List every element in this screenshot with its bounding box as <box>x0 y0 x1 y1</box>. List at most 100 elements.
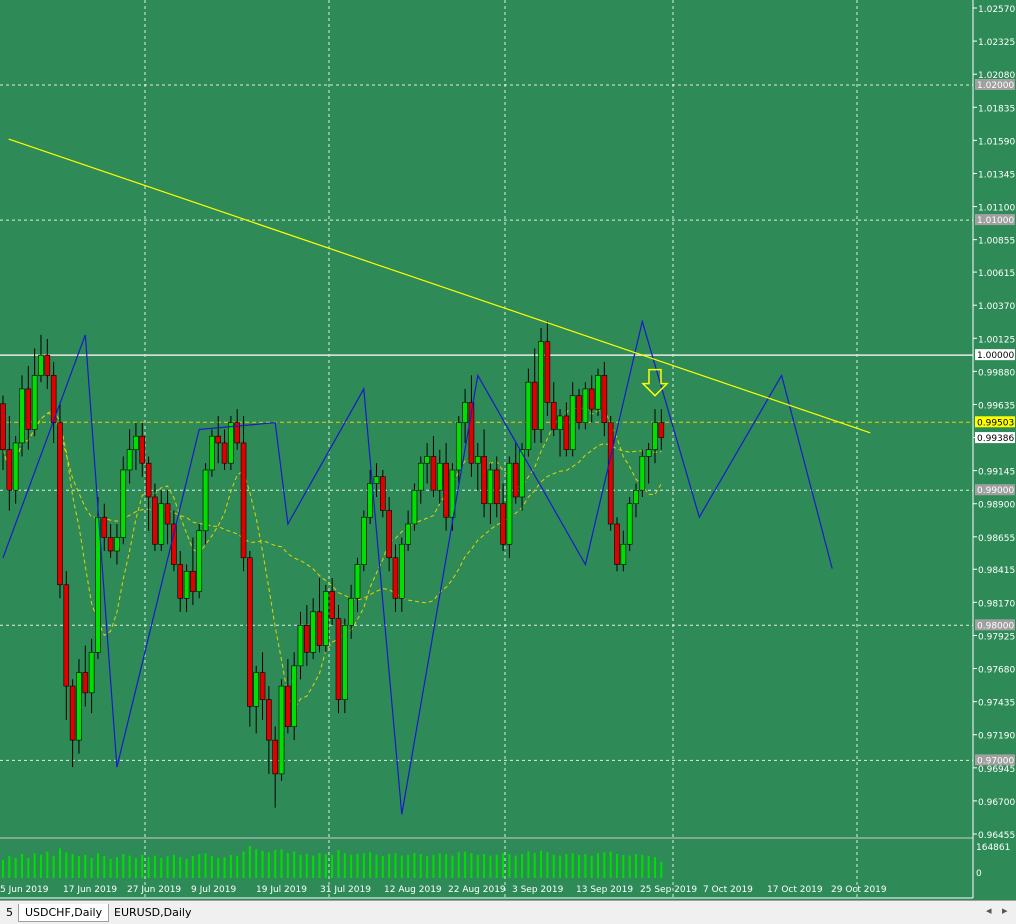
candle-body <box>272 739 278 775</box>
candle-body <box>342 625 348 700</box>
candle-body <box>449 469 456 518</box>
candle-body <box>234 422 241 444</box>
sell-signal-arrow <box>641 368 669 397</box>
candle-body <box>626 503 633 545</box>
candle-body <box>329 591 335 619</box>
candle-body <box>12 442 19 491</box>
candle-body <box>443 462 449 518</box>
date-label: 5 Jun 2019 <box>0 885 49 895</box>
candle-body <box>0 403 6 451</box>
candle-body <box>57 422 63 586</box>
candle-body <box>658 422 665 438</box>
candle-body <box>114 537 120 552</box>
price-label-box <box>975 349 1015 361</box>
candle-body <box>196 530 203 592</box>
candle-body <box>259 672 266 700</box>
date-label: 13 Sep 2019 <box>576 885 633 895</box>
candle-body <box>221 442 228 464</box>
price-axis: 1.02570 1.02325 1.02080 1.01835 1.01590 1.013… <box>0 0 1015 899</box>
candle-body <box>607 422 614 525</box>
candle-body <box>278 685 285 775</box>
tab-usdchf-daily[interactable]: USDCHF,Daily <box>18 904 110 922</box>
price-label: 0.97000 <box>977 756 1014 766</box>
chart-background <box>0 0 1016 900</box>
candle-body <box>25 388 32 430</box>
price-tick-label: 0.97680 <box>978 666 1015 676</box>
candle-body <box>468 402 475 464</box>
price-chart[interactable]: 1.02570 1.02325 1.02080 1.01835 1.01590 1.013… <box>0 0 1016 900</box>
price-tick-label: 0.97435 <box>978 699 1015 709</box>
candle-body <box>487 469 494 505</box>
candle-body <box>348 597 354 626</box>
candle-body <box>209 435 215 471</box>
candle-body <box>436 462 443 491</box>
candle-body <box>310 611 316 653</box>
candle-body <box>455 422 462 471</box>
candle-body <box>95 516 101 653</box>
candle-body <box>291 665 297 727</box>
candle-body <box>367 483 373 518</box>
down-arrow-icon <box>641 368 669 397</box>
price-tick-label: 0.96455 <box>978 831 1015 841</box>
candle-body <box>297 625 304 667</box>
candle-body <box>31 375 38 430</box>
price-tick-label: 0.98900 <box>978 501 1015 511</box>
candle-body <box>158 503 165 545</box>
candle-body <box>126 449 133 471</box>
price-tick-label: 1.02080 <box>978 71 1015 81</box>
candle-body <box>595 375 601 410</box>
price-tick-label: 1.00125 <box>978 335 1015 345</box>
date-label: 22 Aug 2019 <box>448 885 506 895</box>
price-tick-label: 0.96700 <box>978 798 1015 808</box>
candle-body <box>101 516 108 538</box>
price-tick-label: 0.99880 <box>978 368 1015 378</box>
scroll-right-icon[interactable]: ▸ <box>1002 904 1008 917</box>
date-label: 7 Oct 2019 <box>703 885 753 895</box>
price-tick-label: 1.01345 <box>978 170 1015 180</box>
price-label: 0.99000 <box>977 486 1014 496</box>
moving-averages <box>2 405 662 710</box>
candle-body <box>266 699 272 741</box>
price-label: 0.99503 <box>977 418 1014 428</box>
candle-body <box>563 415 570 451</box>
candle-body <box>316 611 323 646</box>
price-label: 0.98000 <box>977 621 1014 631</box>
candle-body <box>424 456 430 464</box>
candle-body <box>506 462 513 545</box>
scroll-left-icon[interactable]: ◂ <box>986 904 992 917</box>
candle-body <box>417 462 424 491</box>
candle-body <box>379 476 386 511</box>
candle-body <box>44 354 51 376</box>
candle-body <box>354 564 361 599</box>
candle-body <box>386 510 392 559</box>
price-tick-label: 0.99635 <box>978 401 1015 411</box>
price-levels <box>0 354 973 423</box>
candle-body <box>63 584 70 687</box>
price-label: 1.00000 <box>977 351 1014 361</box>
date-label: 9 Jul 2019 <box>191 885 236 895</box>
volume-min-label: 0 <box>976 869 982 879</box>
candle-body <box>493 469 500 505</box>
date-label: 29 Oct 2019 <box>831 885 887 895</box>
candle-body <box>361 516 367 565</box>
candle-body <box>550 402 557 430</box>
candles <box>0 321 665 808</box>
candle-body <box>601 375 608 423</box>
price-tick-label: 1.01590 <box>978 137 1015 147</box>
candle-body <box>152 496 158 545</box>
time-axis: 5 Jun 2019 17 Jun 2019 27 Jun 2019 9 Jul 20… <box>0 885 887 895</box>
tab-previous[interactable]: 5 <box>6 906 13 919</box>
price-label-box <box>975 432 1015 444</box>
price-label: 1.02000 <box>977 81 1014 91</box>
candle-body <box>645 449 652 457</box>
tab-eurusd-daily[interactable]: EURUSD,Daily <box>114 906 192 919</box>
candle-body <box>202 469 209 532</box>
candle-body <box>107 537 114 552</box>
price-tick-label: 0.99145 <box>978 468 1015 478</box>
zigzag <box>2 319 833 815</box>
price-tick-label: 1.02325 <box>978 38 1015 48</box>
candle-body <box>82 672 89 694</box>
candle-body <box>133 435 139 451</box>
price-tick-label: 1.01835 <box>978 104 1015 114</box>
candle-body <box>177 564 184 599</box>
